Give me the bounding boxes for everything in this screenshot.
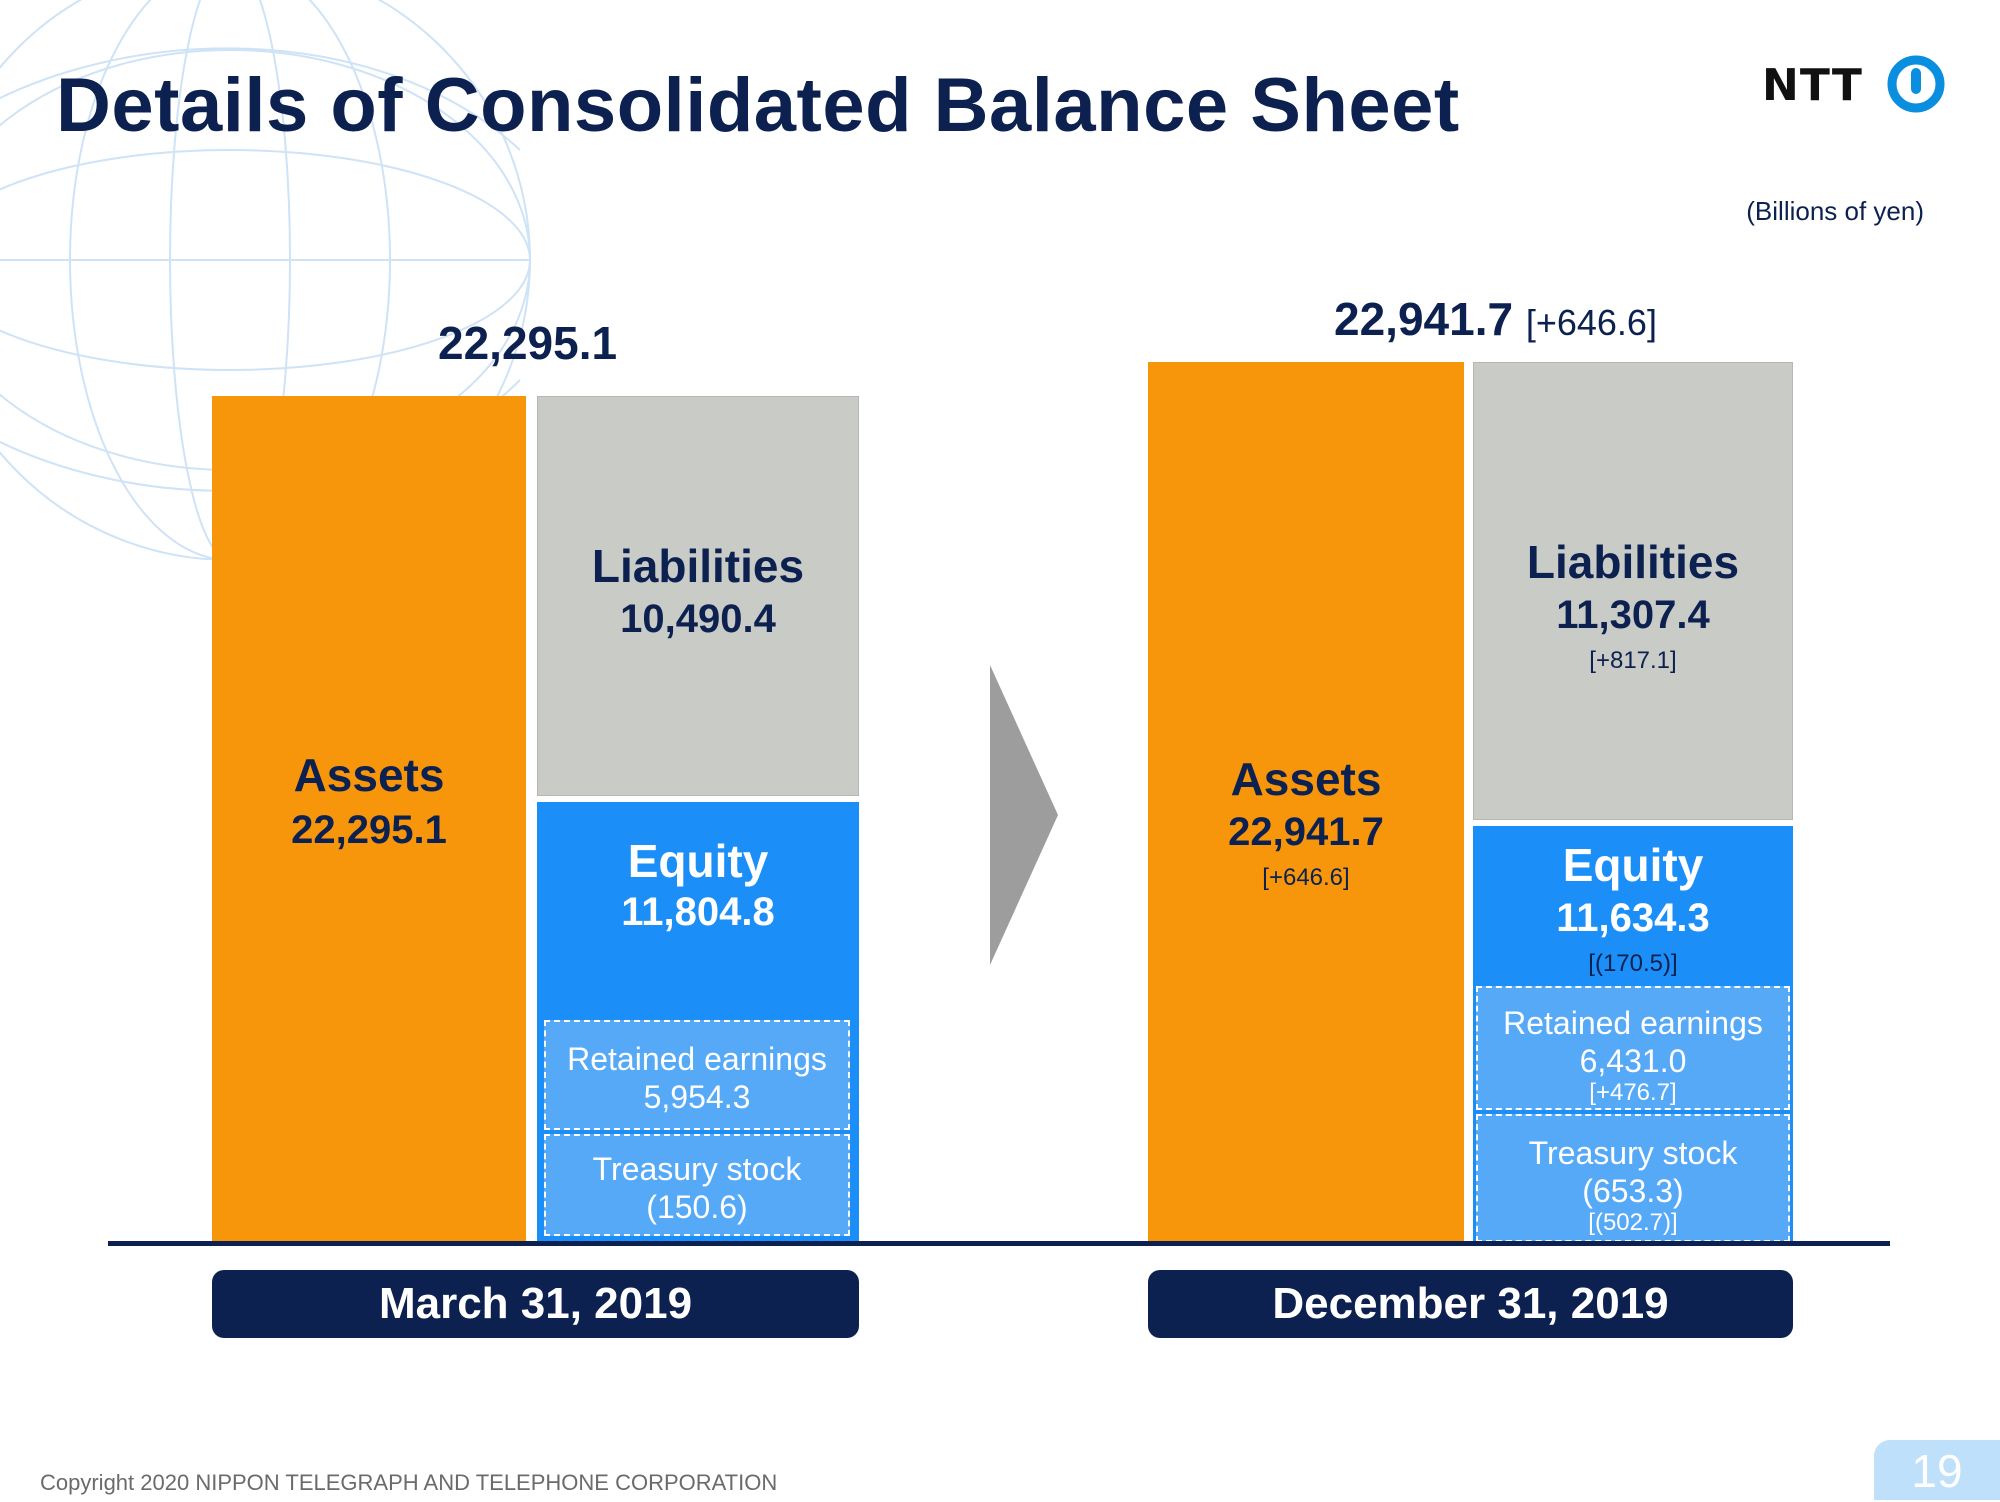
total-dec-2019: 22,941.7 [+646.6]	[1334, 292, 1657, 346]
equity-value: 11,634.3	[1556, 896, 1710, 940]
liabilities-value: 10,490.4	[620, 597, 776, 641]
treasury-stock-value: (653.3)	[1582, 1173, 1684, 1209]
page-number: 19	[1874, 1440, 2000, 1500]
period-label-mar-2019: March 31, 2019	[212, 1270, 859, 1338]
equity-change: [(170.5)]	[1588, 950, 1678, 977]
retained-earnings-change: [+476.7]	[1589, 1079, 1677, 1106]
retained-earnings-label: Retained earnings	[1503, 1005, 1763, 1041]
treasury-stock-box-mar-2019: Treasury stock (150.6)	[544, 1134, 850, 1236]
assets-value: 22,941.7	[1228, 810, 1384, 854]
equity-label: Equity	[1562, 839, 1704, 891]
page-title: Details of Consolidated Balance Sheet	[56, 63, 1460, 148]
retained-earnings-box-dec-2019: Retained earnings 6,431.0 [+476.7]	[1476, 986, 1790, 1110]
equity-value: 11,804.8	[621, 890, 775, 934]
liabilities-label: Liabilities	[591, 540, 805, 592]
logo-text: NTT	[1762, 60, 1863, 111]
assets-label: Assets	[1230, 753, 1382, 805]
treasury-stock-label: Treasury stock	[592, 1151, 802, 1187]
ntt-loop-icon	[1887, 55, 1945, 113]
liabilities-label: Liabilities	[1526, 536, 1740, 588]
treasury-stock-label: Treasury stock	[1528, 1135, 1738, 1171]
bar-assets-mar-2019: Assets 22,295.1	[212, 396, 526, 1242]
total-change: [+646.6]	[1525, 302, 1657, 343]
bar-assets-dec-2019: Assets 22,941.7 [+646.6]	[1148, 362, 1464, 1242]
ntt-logo: NTT	[1762, 52, 1948, 122]
equity-label: Equity	[627, 835, 769, 887]
total-mar-2019: 22,295.1	[438, 317, 618, 369]
bar-equity-dec-2019: Equity 11,634.3 [(170.5)] Retained earni…	[1473, 826, 1793, 1242]
chart-baseline	[108, 1241, 1890, 1246]
bar-liabilities-dec-2019: Liabilities 11,307.4 [+817.1]	[1473, 362, 1793, 820]
retained-earnings-label: Retained earnings	[567, 1041, 827, 1077]
treasury-stock-value: (150.6)	[646, 1189, 748, 1225]
retained-earnings-box-mar-2019: Retained earnings 5,954.3	[544, 1020, 850, 1130]
liabilities-change: [+817.1]	[1589, 647, 1677, 674]
arrow-right-icon	[990, 665, 1058, 965]
treasury-stock-change: [(502.7)]	[1588, 1209, 1678, 1236]
period-label-dec-2019: December 31, 2019	[1148, 1270, 1793, 1338]
bar-liabilities-mar-2019: Liabilities 10,490.4	[537, 396, 859, 796]
retained-earnings-value: 5,954.3	[643, 1079, 751, 1115]
unit-label: (Billions of yen)	[1746, 196, 1924, 226]
assets-value: 22,295.1	[291, 808, 447, 852]
assets-change: [+646.6]	[1262, 864, 1350, 891]
treasury-stock-box-dec-2019: Treasury stock (653.3) [(502.7)]	[1476, 1114, 1790, 1242]
liabilities-value: 11,307.4	[1556, 593, 1710, 637]
assets-label: Assets	[293, 749, 445, 801]
copyright-footer: Copyright 2020 NIPPON TELEGRAPH AND TELE…	[40, 1470, 778, 1495]
total-value: 22,941.7	[1334, 293, 1514, 345]
retained-earnings-value: 6,431.0	[1579, 1043, 1687, 1079]
bar-equity-mar-2019: Equity 11,804.8 Retained earnings 5,954.…	[537, 802, 859, 1242]
